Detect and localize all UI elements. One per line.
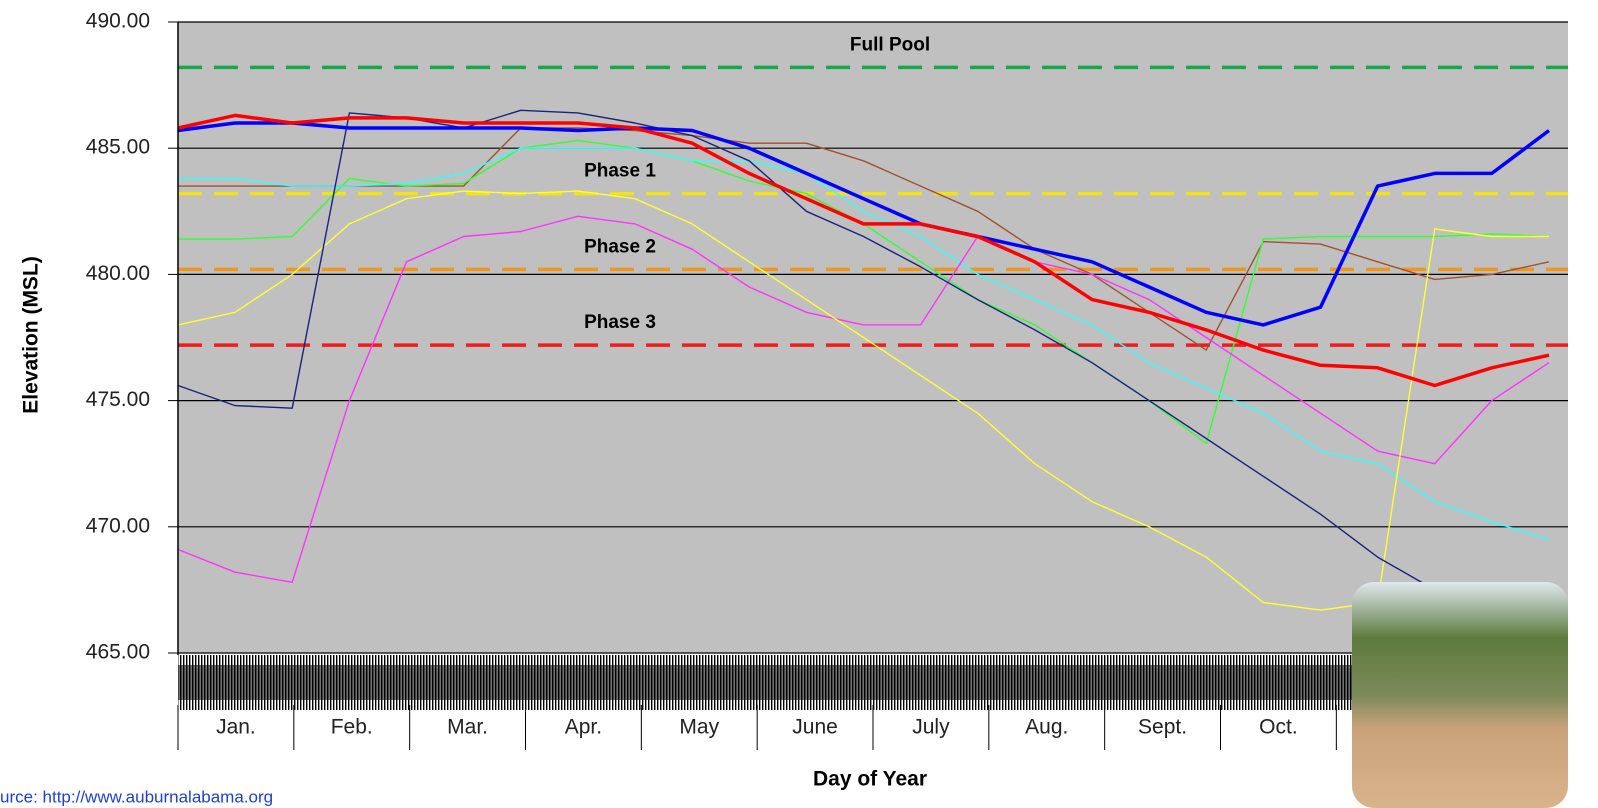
y-tick-label: 475.00 xyxy=(86,388,150,411)
y-tick-label: 490.00 xyxy=(86,10,150,33)
y-tick-label: 485.00 xyxy=(86,136,150,159)
x-tick-label: June xyxy=(792,716,838,739)
reference-label: Phase 3 xyxy=(584,312,656,333)
x-tick-label: July xyxy=(912,716,950,739)
x-axis-title: Day of Year xyxy=(813,768,927,791)
reference-label: Phase 1 xyxy=(584,161,656,182)
x-tick-label: Aug. xyxy=(1025,716,1068,739)
y-tick-label: 480.00 xyxy=(86,262,150,285)
x-tick-label: Sept. xyxy=(1138,716,1187,739)
reference-label: Full Pool xyxy=(850,34,930,55)
source-link: urce: http://www.auburnalabama.org xyxy=(0,787,273,806)
y-tick-label: 470.00 xyxy=(86,514,150,537)
x-tick-label: May xyxy=(679,716,719,739)
photo xyxy=(1352,582,1568,808)
x-tick-label: Feb. xyxy=(331,716,373,739)
y-axis-title: Elevation (MSL) xyxy=(20,256,43,414)
x-tick-label: Oct. xyxy=(1259,716,1298,739)
x-tick-label: Apr. xyxy=(565,716,602,739)
chart: Full Pool Phase 1 Phase 2 Phase 3 465.00 470… xyxy=(0,0,1598,808)
x-tick-label: Jan. xyxy=(216,716,256,739)
page: {"chart_data": {"type": "line", "y_label… xyxy=(0,0,1598,808)
y-tick-label: 465.00 xyxy=(86,641,150,664)
reference-label: Phase 2 xyxy=(584,236,656,257)
x-tick-label: Mar. xyxy=(447,716,488,739)
